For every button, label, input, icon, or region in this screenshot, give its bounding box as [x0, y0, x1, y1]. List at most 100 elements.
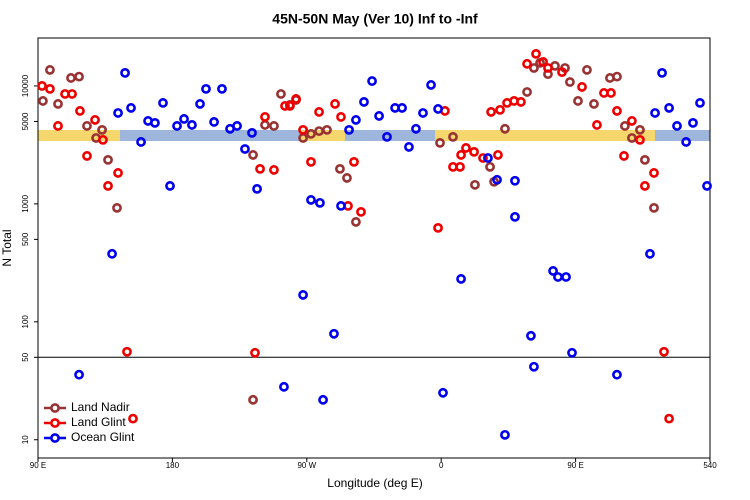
legend-label: Ocean Glint — [71, 430, 135, 444]
point — [367, 76, 377, 86]
point — [98, 134, 108, 145]
legend-label: Land Nadir — [71, 400, 130, 414]
point — [45, 83, 55, 94]
point — [659, 346, 669, 357]
point — [448, 131, 458, 142]
chart-title: 45N-50N May (Ver 10) Inf to -Inf — [272, 11, 478, 27]
point — [411, 123, 421, 134]
point — [478, 153, 488, 163]
point — [543, 63, 553, 73]
point — [285, 101, 295, 111]
point — [136, 137, 146, 147]
point — [150, 117, 160, 128]
point — [470, 179, 480, 190]
x-tick-label: 90 E — [30, 461, 46, 470]
point — [351, 115, 361, 125]
point — [639, 181, 650, 191]
point — [342, 173, 352, 183]
point — [397, 103, 407, 113]
point — [695, 98, 705, 108]
point — [90, 115, 100, 125]
point — [374, 111, 384, 121]
x-tick-label: 90 W — [297, 461, 316, 470]
x-tick-label: 90 E — [567, 461, 583, 470]
legend-label: Land Glint — [71, 415, 126, 429]
point — [113, 168, 123, 178]
legend-marker — [50, 418, 60, 428]
point — [456, 150, 466, 160]
point — [201, 83, 211, 94]
point — [306, 129, 316, 139]
point — [179, 114, 189, 124]
point — [433, 222, 443, 233]
x-tick-label: 540 — [703, 461, 717, 470]
point — [681, 137, 692, 147]
point — [619, 151, 629, 161]
point — [456, 274, 466, 284]
point — [455, 161, 465, 172]
point — [493, 150, 503, 160]
point — [120, 68, 130, 78]
plot-frame — [37, 37, 711, 459]
point — [567, 347, 577, 358]
point — [322, 124, 332, 135]
point — [404, 142, 414, 152]
point — [260, 112, 270, 122]
x-tick-label: 180 — [166, 461, 180, 470]
point — [128, 413, 138, 424]
point — [53, 121, 63, 131]
point — [344, 124, 354, 135]
point — [74, 71, 84, 82]
point — [582, 65, 592, 75]
point — [298, 290, 308, 300]
y-tick-label: 10 — [21, 435, 30, 444]
point — [291, 94, 301, 104]
point — [306, 156, 316, 167]
point — [606, 88, 616, 98]
point — [557, 67, 567, 78]
point — [53, 99, 63, 109]
point — [187, 120, 197, 130]
point — [315, 197, 325, 208]
point — [619, 121, 630, 131]
point — [573, 96, 583, 106]
point — [298, 124, 308, 135]
point — [356, 206, 366, 217]
point — [255, 163, 265, 174]
point — [639, 154, 650, 165]
point — [657, 68, 667, 78]
point — [592, 120, 602, 130]
point — [492, 174, 502, 185]
point — [626, 116, 637, 126]
point — [335, 163, 345, 174]
point — [158, 98, 168, 108]
point — [649, 202, 659, 213]
point — [495, 104, 505, 115]
point — [664, 103, 674, 113]
y-tick-label: 1000 — [21, 194, 30, 212]
point — [336, 201, 346, 211]
point — [529, 361, 539, 372]
point — [351, 217, 361, 227]
point — [577, 82, 587, 92]
point — [314, 107, 324, 117]
point — [516, 97, 526, 107]
point — [435, 137, 445, 148]
point — [438, 387, 448, 398]
point — [82, 151, 92, 161]
x-tick-label: 0 — [439, 461, 444, 470]
point — [209, 117, 219, 127]
point — [485, 161, 495, 172]
y-tick-label: 100 — [21, 315, 30, 329]
point — [252, 183, 262, 194]
point — [565, 77, 575, 87]
point — [645, 248, 655, 259]
point — [306, 195, 316, 205]
point — [672, 121, 682, 131]
x-axis-label: Longitude (deg E) — [327, 476, 422, 490]
point — [382, 131, 392, 142]
point — [217, 83, 227, 94]
point — [461, 143, 471, 153]
point — [248, 394, 258, 405]
